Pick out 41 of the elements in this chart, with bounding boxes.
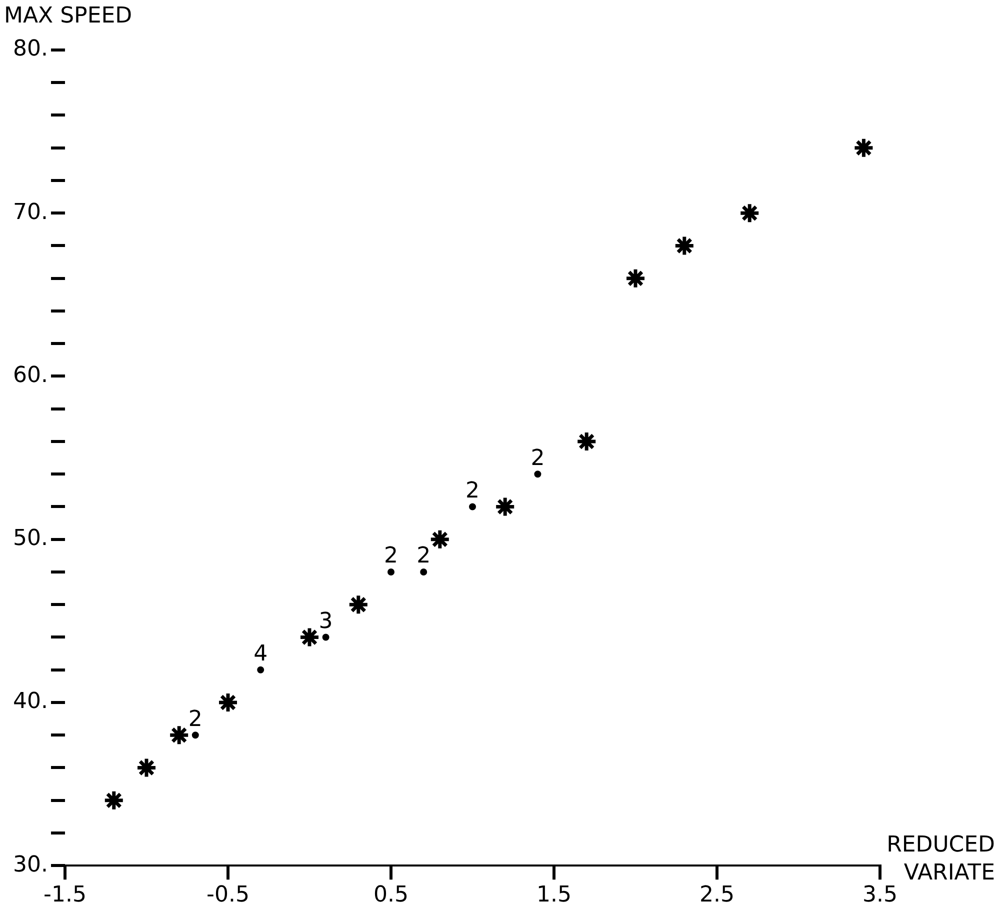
point: [494, 496, 516, 518]
point: [420, 568, 428, 576]
annotation: 2: [188, 706, 202, 732]
point: [534, 470, 542, 478]
point: [348, 594, 370, 616]
y-axis-title: MAX SPEED: [4, 4, 132, 29]
x-tick-label: -1.5: [44, 882, 86, 908]
point: [576, 430, 598, 452]
point: [674, 234, 696, 256]
point: [298, 626, 320, 648]
point: [852, 137, 874, 159]
point: [322, 634, 330, 641]
y-tick-label: 40.: [12, 689, 48, 714]
x-tick-label: -0.5: [206, 882, 250, 908]
point: [738, 202, 760, 224]
x-tick-label: 0.5: [373, 882, 408, 908]
x-tick-label: 3.5: [862, 882, 898, 908]
y-tick-label: 60.: [12, 362, 48, 388]
x-tick-label: 2.5: [699, 882, 734, 908]
annotation: 4: [254, 642, 268, 667]
point: [217, 692, 239, 714]
x-axis-title: REDUCED VARIATE: [886, 832, 995, 886]
y-tick-label: 30.: [12, 852, 48, 878]
y-tick-label: 80.: [12, 36, 48, 62]
annotation: 2: [384, 544, 398, 569]
point: [387, 568, 394, 576]
point: [136, 756, 158, 778]
point: [192, 732, 199, 739]
point: [468, 503, 476, 510]
annotation: 2: [465, 478, 480, 504]
point: [103, 790, 125, 812]
point: [257, 666, 264, 674]
x-tick-label: 1.5: [536, 882, 572, 908]
annotation: 2: [416, 544, 431, 569]
y-tick-label: 70.: [12, 200, 48, 225]
point: [624, 268, 646, 290]
point: [429, 528, 451, 550]
annotation: 3: [318, 608, 333, 634]
y-tick-label: 50.: [12, 526, 48, 552]
point: [168, 724, 190, 746]
annotation: 2: [530, 446, 545, 471]
